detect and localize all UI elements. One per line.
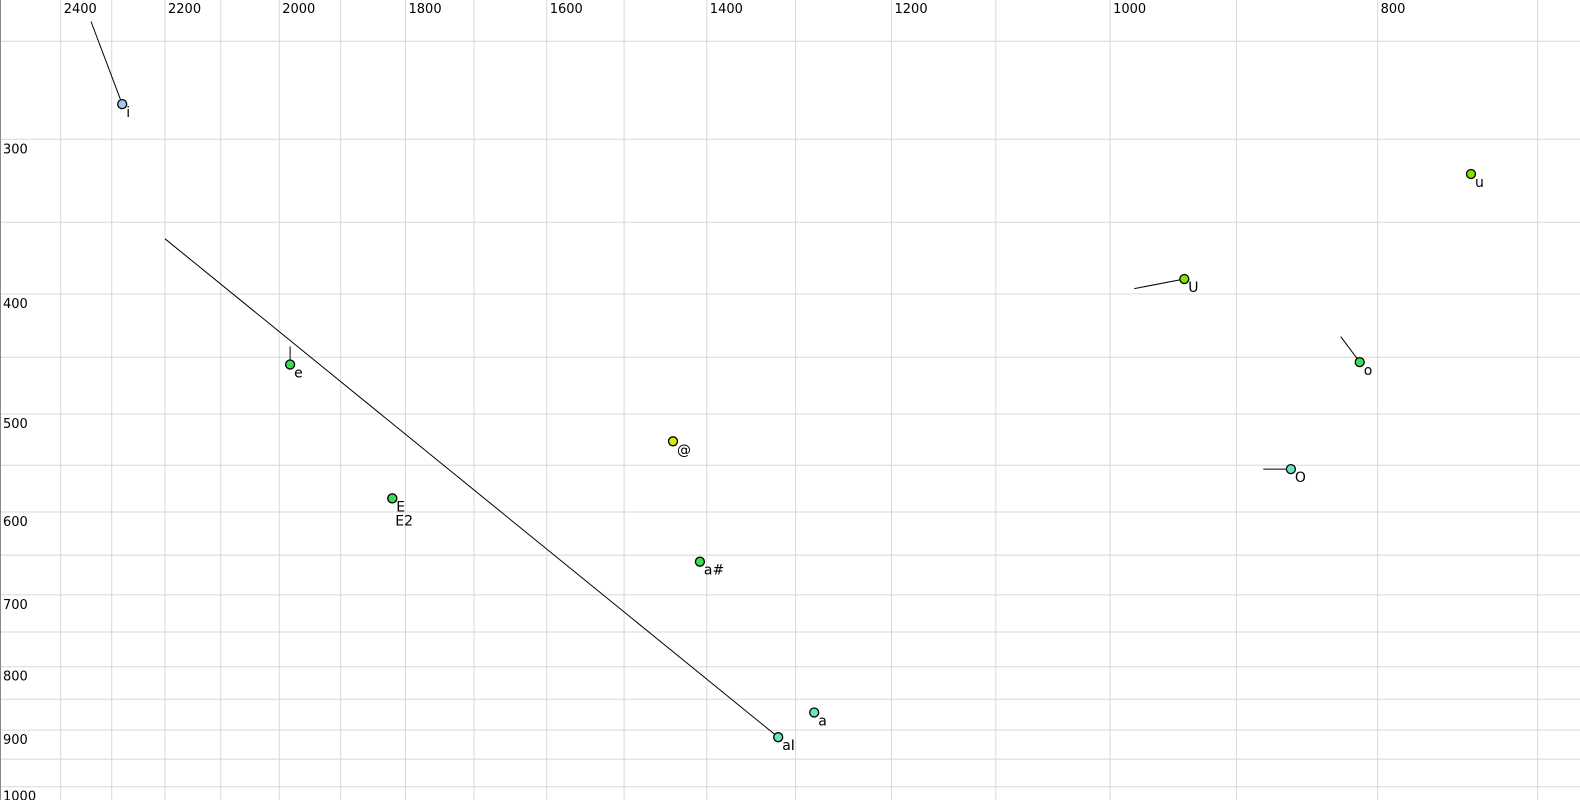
- vowel-label-aI: aI: [782, 738, 795, 754]
- vowel-point-e: [284, 359, 296, 370]
- vowel-point-O: [1285, 463, 1297, 475]
- trajectories: [90, 21, 1361, 738]
- trajectory-aI: [164, 238, 779, 738]
- y-tick-label: 1000: [3, 790, 36, 800]
- y-tick-label: 800: [3, 670, 28, 685]
- vowel-label-a: a: [818, 714, 827, 730]
- x-tick-label: 1400: [710, 2, 743, 17]
- vowel-point-a#: [694, 556, 706, 567]
- vowel-label-@: @: [677, 442, 691, 458]
- vowel-point-aI: [773, 732, 784, 743]
- vowel-point-a: [809, 707, 820, 718]
- vowel-point-U: [1179, 273, 1190, 285]
- vowel-point-E2: [387, 493, 398, 504]
- x-tick-label: 1000: [1113, 2, 1146, 17]
- vowel-label-i: i: [126, 105, 130, 121]
- x-tick-label: 1600: [550, 2, 583, 17]
- trajectory-U: [1134, 278, 1185, 290]
- vowel-point-@: [667, 436, 679, 447]
- y-tick-label: 400: [3, 297, 28, 312]
- vowel-point-u: [1465, 168, 1477, 180]
- vowel-label-U: U: [1188, 280, 1198, 296]
- vowel-label-o: o: [1364, 363, 1373, 379]
- y-tick-label: 500: [3, 417, 28, 432]
- x-tick-label: 2000: [282, 2, 315, 17]
- y-tick-label: 900: [3, 733, 28, 748]
- vowel-label-a#: a#: [704, 563, 724, 579]
- vowel-label-E2: E2: [395, 513, 413, 529]
- x-tick-label: 1200: [895, 2, 928, 17]
- vowel-label-e: e: [294, 366, 303, 382]
- x-tick-label: 2200: [168, 2, 201, 17]
- y-tick-label: 700: [3, 598, 28, 613]
- vowel-label-O: O: [1295, 470, 1306, 486]
- vowel-label-E: E: [396, 499, 405, 515]
- x-tick-label: 1800: [409, 2, 442, 17]
- vowel-label-u: u: [1475, 175, 1484, 191]
- vowel-points: i e EE2 @ a# aI a Uu o O: [117, 98, 1484, 754]
- vowel-point-i: [117, 98, 128, 110]
- trajectory-i: [90, 21, 123, 105]
- y-tick-label: 300: [3, 142, 28, 157]
- trajectory-o: [1340, 336, 1361, 363]
- x-tick-label: 800: [1381, 2, 1406, 17]
- x-tick-label: 2400: [64, 2, 97, 17]
- vowel-point-o: [1354, 356, 1365, 368]
- y-tick-label: 600: [3, 515, 28, 530]
- tick-labels: 2400 2200 2000 1800 1600 1400 1200 1000 800 300 40…: [3, 2, 1405, 800]
